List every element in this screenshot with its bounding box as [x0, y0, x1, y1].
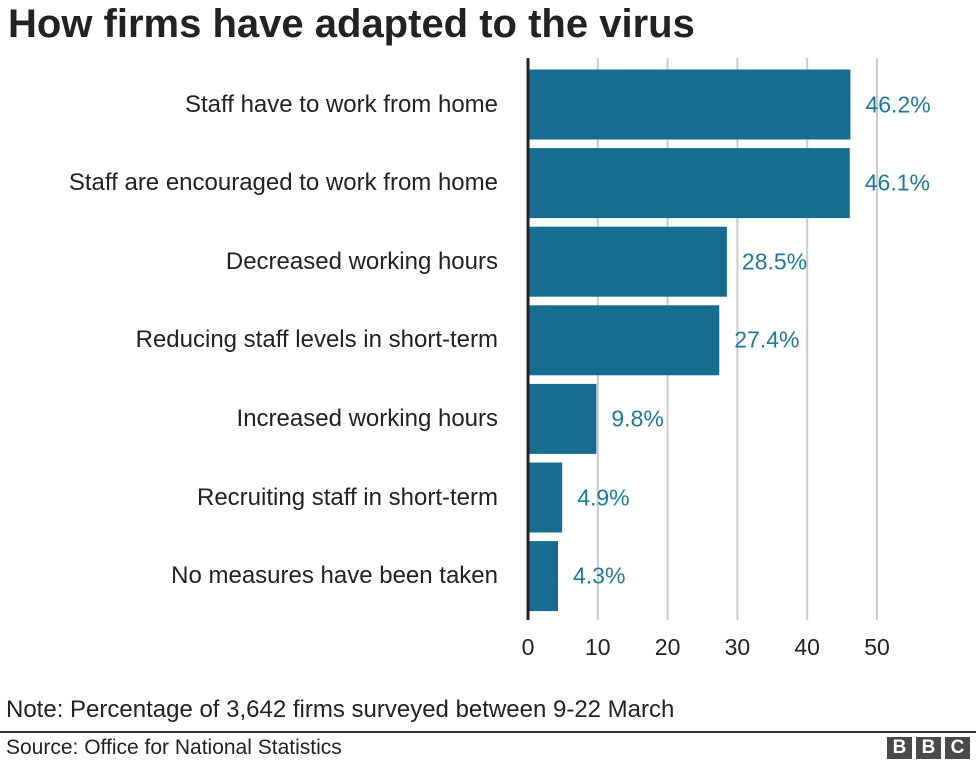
bar	[528, 462, 563, 533]
value-label: 46.1%	[864, 169, 930, 196]
x-tick-label: 30	[724, 634, 751, 660]
value-label: 9.8%	[611, 405, 664, 432]
bar	[528, 541, 559, 612]
category-label: Staff have to work from home	[184, 90, 498, 118]
bar	[528, 383, 597, 454]
value-label: 46.2%	[865, 91, 931, 117]
category-label: No measures have been taken	[171, 562, 498, 590]
category-label: Staff are encouraged to work from home	[68, 169, 498, 197]
x-tick-label: 20	[654, 634, 681, 660]
bar	[528, 226, 727, 297]
category-label: Recruiting staff in short-term	[197, 483, 498, 511]
logo-letter: C	[945, 737, 970, 759]
footer-divider	[0, 731, 976, 733]
x-tick-label: 50	[864, 634, 890, 660]
chart-title: How firms have adapted to the virus	[8, 2, 695, 46]
chart-note: Note: Percentage of 3,642 firms surveyed…	[6, 696, 675, 723]
value-label: 27.4%	[734, 326, 800, 353]
value-label: 28.5%	[741, 248, 808, 275]
logo-letter: B	[887, 737, 912, 759]
value-label: 4.9%	[577, 484, 630, 510]
category-label: Reducing staff levels in short-term	[135, 326, 498, 354]
bar	[528, 305, 720, 376]
x-tick-label: 0	[521, 634, 535, 660]
bar	[528, 148, 850, 219]
x-tick-label: 40	[794, 634, 820, 660]
bar	[528, 69, 851, 140]
logo-letter: B	[916, 737, 941, 759]
value-label: 4.3%	[573, 562, 626, 589]
x-tick-label: 10	[585, 634, 611, 660]
category-label: Increased working hours	[236, 404, 498, 432]
category-label: Decreased working hours	[225, 247, 498, 275]
chart-source: Source: Office for National Statistics	[6, 736, 342, 759]
bbc-logo: B B C	[887, 737, 970, 759]
